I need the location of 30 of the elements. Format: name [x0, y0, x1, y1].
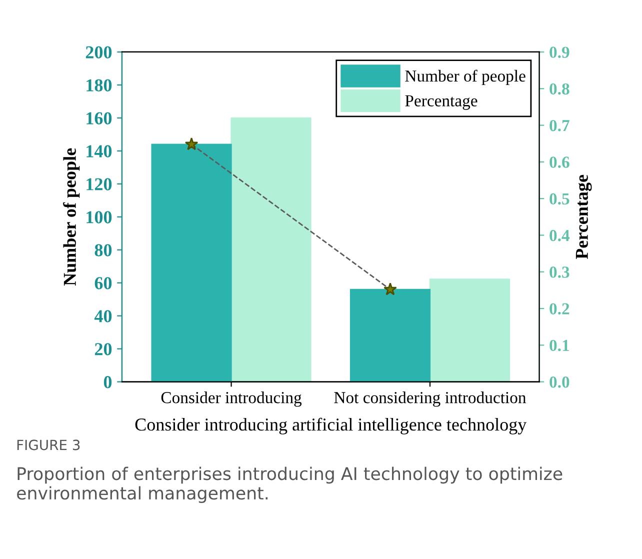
y-tick-label: 140	[86, 145, 112, 158]
y-tick-label: 0	[104, 376, 112, 388]
y-tick-label: 20	[94, 343, 112, 356]
y2-tick-label: 0.0	[550, 376, 570, 388]
y2-tick-label: 0.2	[550, 303, 570, 315]
y2-tick-label: 0.6	[550, 156, 570, 168]
y2-tick-label: 0.8	[550, 83, 570, 95]
y-tick-label: 160	[86, 112, 112, 124]
text: Proportion of enterprises introducing AI technology to optimize environmental management.	[17, 466, 562, 504]
y2-tick-label: 0.7	[550, 120, 570, 132]
legend-label: Percentage	[405, 95, 478, 110]
y-axis-title: Number of people	[63, 148, 80, 286]
x-tick-label: Not considering introduction	[334, 392, 526, 407]
y2-tick-label: 0.3	[550, 266, 570, 278]
y-tick-label: 40	[94, 310, 112, 322]
y2-tick-label: 0.5	[550, 193, 570, 205]
y-tick-label: 60	[94, 277, 112, 290]
y2-tick-label: 0.1	[550, 340, 569, 352]
x-axis-title: Consider introducing artificial intelligence technology	[135, 418, 527, 434]
y-tick-label: 180	[86, 79, 112, 92]
y-tick-label: 200	[86, 46, 112, 58]
y-tick-label: 80	[94, 244, 112, 256]
caption: FIGURE 3	[17, 440, 80, 450]
y-tick-label: 120	[86, 178, 112, 190]
x-tick-label: Consider introducing	[161, 392, 302, 407]
legend-label: Number of people	[405, 70, 526, 86]
y2-axis-title: Percentage	[576, 174, 592, 260]
y-tick-label: 100	[86, 211, 112, 224]
y2-tick-label: 0.9	[550, 46, 570, 58]
y2-tick-label: 0.4	[550, 230, 570, 242]
